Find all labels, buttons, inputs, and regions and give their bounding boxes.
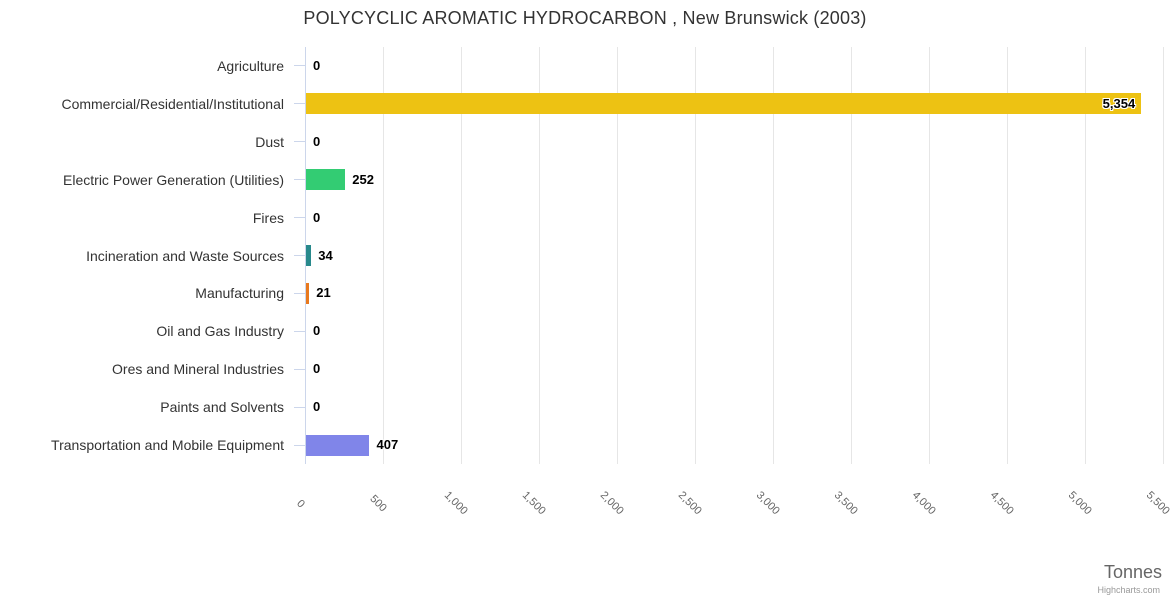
category-label: Paints and Solvents bbox=[160, 399, 284, 416]
gridline bbox=[383, 47, 384, 464]
x-tick-label: 2,000 bbox=[597, 489, 626, 518]
gridline bbox=[929, 47, 930, 464]
y-tick bbox=[294, 292, 305, 294]
x-tick-label: 3,500 bbox=[831, 489, 860, 518]
y-tick bbox=[294, 65, 305, 67]
plot-area bbox=[305, 47, 1164, 464]
x-tick-label: 5,000 bbox=[1065, 489, 1094, 518]
gridline bbox=[851, 47, 852, 464]
gridline bbox=[1085, 47, 1086, 464]
category-label: Fires bbox=[252, 209, 284, 226]
x-tick-label: 500 bbox=[367, 492, 389, 515]
value-label: 0 bbox=[313, 323, 321, 339]
bar-incineration-and-waste-sources[interactable] bbox=[306, 245, 312, 266]
bar-transportation-and-mobile-equipment[interactable] bbox=[306, 434, 370, 456]
category-label: Incineration and Waste Sources bbox=[86, 247, 284, 264]
category-label: Dust bbox=[255, 133, 284, 150]
x-tick-label: 2,500 bbox=[675, 489, 704, 518]
y-tick bbox=[294, 330, 305, 332]
value-label: 0 bbox=[313, 133, 321, 149]
gridline bbox=[695, 47, 696, 464]
gridline bbox=[539, 47, 540, 464]
y-tick bbox=[294, 406, 305, 408]
category-label: Transportation and Mobile Equipment bbox=[51, 437, 284, 454]
value-label: 407 bbox=[376, 437, 399, 453]
value-label: 5,354 bbox=[1102, 95, 1136, 111]
y-tick bbox=[294, 141, 305, 143]
bar-commercial-residential-institutional[interactable] bbox=[306, 93, 1142, 115]
category-label: Agriculture bbox=[217, 57, 284, 74]
value-label: 0 bbox=[313, 361, 321, 377]
x-tick-label: 0 bbox=[294, 497, 307, 511]
value-label: 252 bbox=[352, 171, 374, 187]
category-label: Manufacturing bbox=[195, 285, 284, 302]
gridline bbox=[461, 47, 462, 464]
value-label: 0 bbox=[313, 209, 321, 225]
bar-manufacturing[interactable] bbox=[306, 282, 310, 304]
chart-title: POLYCYCLIC AROMATIC HYDROCARBON , New Br… bbox=[303, 8, 867, 28]
value-label: 34 bbox=[318, 247, 333, 263]
value-label: 21 bbox=[316, 285, 331, 301]
y-tick bbox=[294, 444, 305, 446]
category-label: Ores and Mineral Industries bbox=[112, 361, 284, 378]
y-tick bbox=[294, 255, 305, 256]
category-label: Electric Power Generation (Utilities) bbox=[63, 171, 284, 188]
y-tick bbox=[294, 179, 305, 181]
y-tick bbox=[294, 103, 305, 105]
y-tick bbox=[294, 368, 305, 370]
value-label: 0 bbox=[313, 57, 321, 73]
y-tick bbox=[294, 217, 305, 219]
highcharts-credit[interactable]: Highcharts.com bbox=[1097, 585, 1160, 595]
x-tick-label: 3,000 bbox=[753, 489, 782, 518]
category-label: Oil and Gas Industry bbox=[156, 323, 284, 340]
x-tick-label: 4,000 bbox=[909, 489, 938, 518]
category-label: Commercial/Residential/Institutional bbox=[61, 95, 284, 112]
gridline bbox=[617, 47, 618, 464]
x-tick-label: 5,500 bbox=[1143, 489, 1170, 518]
x-axis-title: Tonnes bbox=[1103, 562, 1162, 582]
x-tick-label: 1,500 bbox=[519, 489, 548, 518]
gridline bbox=[1007, 47, 1008, 464]
value-label: 0 bbox=[313, 399, 321, 415]
x-tick-label: 4,500 bbox=[987, 489, 1016, 518]
gridline bbox=[773, 47, 774, 464]
x-tick-label: 1,000 bbox=[441, 489, 470, 518]
bar-electric-power-generation-utilities-[interactable] bbox=[306, 169, 346, 191]
gridline bbox=[1163, 47, 1164, 464]
